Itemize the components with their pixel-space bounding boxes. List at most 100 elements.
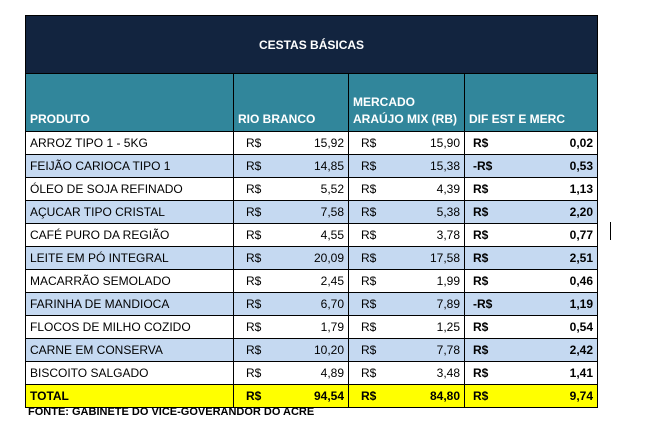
currency-label: R$ bbox=[246, 251, 262, 265]
value: 0,02 bbox=[569, 136, 593, 150]
value: 14,85 bbox=[313, 159, 344, 173]
total-label: TOTAL bbox=[25, 384, 234, 408]
mercado-price: R$ 3,78 bbox=[348, 223, 465, 247]
table-row: LEITE EM PÓ INTEGRAL R$ 20,09 R$ 17,58 R$ 2,51 bbox=[25, 246, 598, 270]
value: 5,38 bbox=[436, 205, 460, 219]
currency-label: R$ bbox=[361, 136, 377, 150]
currency-label: R$ bbox=[361, 205, 377, 219]
table-row: FARINHA DE MANDIOCA R$ 6,70 R$ 7,89 -R$ 1,19 bbox=[25, 292, 598, 316]
currency-label: R$ bbox=[473, 343, 489, 357]
product-name: FLOCOS DE MILHO COZIDO bbox=[25, 315, 234, 339]
mercado-price: R$ 1,25 bbox=[348, 315, 465, 339]
total-row: TOTAL R$ 94,54 R$ 84,80 R$ 9,74 bbox=[25, 384, 598, 408]
currency-label: R$ bbox=[361, 251, 377, 265]
mercado-price: R$ 3,48 bbox=[348, 361, 465, 385]
currency-label: R$ bbox=[361, 389, 377, 403]
product-name: ARROZ TIPO 1 - 5KG bbox=[25, 131, 234, 155]
currency-label: R$ bbox=[246, 228, 262, 242]
difference: -R$ 0,53 bbox=[464, 154, 598, 178]
currency-label: R$ bbox=[473, 274, 489, 288]
rio-branco-price: R$ 15,92 bbox=[233, 131, 349, 155]
value: 7,89 bbox=[436, 297, 460, 311]
value: 7,78 bbox=[436, 343, 460, 357]
product-name: FEIJÃO CARIOCA TIPO 1 bbox=[25, 154, 234, 178]
currency-label: R$ bbox=[246, 320, 262, 334]
mercado-price: R$ 7,89 bbox=[348, 292, 465, 316]
currency-label: R$ bbox=[246, 136, 262, 150]
difference: R$ 1,13 bbox=[464, 177, 598, 201]
total-mercado: R$ 84,80 bbox=[348, 384, 465, 408]
product-name: MACARRÃO SEMOLADO bbox=[25, 269, 234, 293]
value: 15,92 bbox=[313, 136, 344, 150]
value: 15,90 bbox=[429, 136, 460, 150]
rio-branco-price: R$ 1,79 bbox=[233, 315, 349, 339]
currency-label: R$ bbox=[246, 297, 262, 311]
rio-branco-price: R$ 14,85 bbox=[233, 154, 349, 178]
difference: -R$ 1,19 bbox=[464, 292, 598, 316]
currency-label: R$ bbox=[473, 182, 489, 196]
mercado-price: R$ 5,38 bbox=[348, 200, 465, 224]
table-title: CESTAS BÁSICAS bbox=[25, 15, 598, 74]
table-row: ÓLEO DE SOJA REFINADO R$ 5,52 R$ 4,39 R$ 1,13 bbox=[25, 177, 598, 201]
rio-branco-price: R$ 4,55 bbox=[233, 223, 349, 247]
rio-branco-price: R$ 4,89 bbox=[233, 361, 349, 385]
value: 2,45 bbox=[320, 274, 344, 288]
product-name: LEITE EM PÓ INTEGRAL bbox=[25, 246, 234, 270]
header-dif: DIF EST E MERC bbox=[464, 73, 598, 132]
product-name: AÇUCAR TIPO CRISTAL bbox=[25, 200, 234, 224]
cestas-basicas-table: CESTAS BÁSICAS PRODUTO RIO BRANCO MERCAD… bbox=[25, 15, 598, 408]
currency-label: R$ bbox=[473, 389, 489, 403]
value: 5,52 bbox=[320, 182, 344, 196]
value: 2,20 bbox=[569, 205, 593, 219]
value: 3,48 bbox=[436, 366, 460, 380]
rio-branco-price: R$ 10,20 bbox=[233, 338, 349, 362]
total-rio-branco: R$ 94,54 bbox=[233, 384, 349, 408]
rio-branco-price: R$ 2,45 bbox=[233, 269, 349, 293]
currency-label: R$ bbox=[246, 343, 262, 357]
currency-label: R$ bbox=[246, 389, 262, 403]
product-name: CAFÉ PURO DA REGIÃO bbox=[25, 223, 234, 247]
difference: R$ 0,46 bbox=[464, 269, 598, 293]
value: 4,89 bbox=[320, 366, 344, 380]
difference: R$ 1,41 bbox=[464, 361, 598, 385]
mercado-price: R$ 17,58 bbox=[348, 246, 465, 270]
table-row: CAFÉ PURO DA REGIÃO R$ 4,55 R$ 3,78 R$ 0,77 bbox=[25, 223, 598, 247]
value: 9,74 bbox=[569, 389, 593, 403]
value: 2,51 bbox=[569, 251, 593, 265]
currency-label: R$ bbox=[361, 159, 377, 173]
value: 1,41 bbox=[569, 366, 593, 380]
currency-label: R$ bbox=[361, 320, 377, 334]
product-name: ÓLEO DE SOJA REFINADO bbox=[25, 177, 234, 201]
value: 1,19 bbox=[569, 297, 593, 311]
value: 1,79 bbox=[320, 320, 344, 334]
currency-label: R$ bbox=[361, 366, 377, 380]
mercado-price: R$ 7,78 bbox=[348, 338, 465, 362]
value: 1,13 bbox=[569, 182, 593, 196]
value: 0,54 bbox=[569, 320, 593, 334]
difference: R$ 2,51 bbox=[464, 246, 598, 270]
currency-label: R$ bbox=[246, 182, 262, 196]
currency-label: R$ bbox=[473, 366, 489, 380]
value: 6,70 bbox=[320, 297, 344, 311]
value: 17,58 bbox=[429, 251, 460, 265]
value: 20,09 bbox=[313, 251, 344, 265]
product-name: CARNE EM CONSERVA bbox=[25, 338, 234, 362]
currency-label: R$ bbox=[246, 205, 262, 219]
table-row: BISCOITO SALGADO R$ 4,89 R$ 3,48 R$ 1,41 bbox=[25, 361, 598, 385]
rio-branco-price: R$ 7,58 bbox=[233, 200, 349, 224]
header-produto: PRODUTO bbox=[25, 73, 234, 132]
rio-branco-price: R$ 20,09 bbox=[233, 246, 349, 270]
value: 4,39 bbox=[436, 182, 460, 196]
product-name: BISCOITO SALGADO bbox=[25, 361, 234, 385]
total-difference: R$ 9,74 bbox=[464, 384, 598, 408]
header-mercado: MERCADO ARAÚJO MIX (RB) bbox=[348, 73, 465, 132]
difference: R$ 0,02 bbox=[464, 131, 598, 155]
mercado-price: R$ 1,99 bbox=[348, 269, 465, 293]
currency-label: R$ bbox=[361, 274, 377, 288]
currency-label: R$ bbox=[473, 205, 489, 219]
value: 0,53 bbox=[569, 159, 593, 173]
value: 1,25 bbox=[436, 320, 460, 334]
difference: R$ 2,20 bbox=[464, 200, 598, 224]
currency-label: R$ bbox=[361, 297, 377, 311]
header-rio-branco: RIO BRANCO bbox=[233, 73, 349, 132]
